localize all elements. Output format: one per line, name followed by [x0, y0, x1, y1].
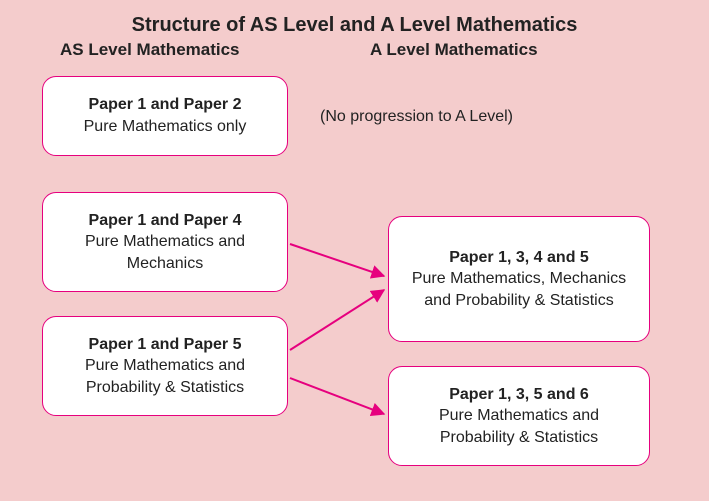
box-as-paper-1-2: Paper 1 and Paper 2 Pure Mathematics onl…	[42, 76, 288, 156]
diagram-title: Structure of AS Level and A Level Mathem…	[0, 14, 709, 37]
box-al-paper-1-3-5-6: Paper 1, 3, 5 and 6 Pure Mathematics and…	[388, 366, 650, 466]
box-as-paper-1-4: Paper 1 and Paper 4 Pure Mathematics and…	[42, 192, 288, 292]
box-subtitle: Pure Mathematics and Probability & Stati…	[407, 405, 631, 448]
box-subtitle: Pure Mathematics and Mechanics	[61, 231, 269, 274]
box-title: Paper 1 and Paper 5	[61, 334, 269, 356]
box-subtitle: Pure Mathematics, Mechanics and Probabil…	[407, 268, 631, 311]
box-title: Paper 1, 3, 4 and 5	[407, 247, 631, 269]
box-subtitle: Pure Mathematics only	[61, 116, 269, 138]
box-title: Paper 1, 3, 5 and 6	[407, 384, 631, 406]
left-column-header: AS Level Mathematics	[60, 40, 240, 60]
right-column-header: A Level Mathematics	[370, 40, 538, 60]
no-progression-note: (No progression to A Level)	[320, 108, 513, 126]
box-al-paper-1-3-4-5: Paper 1, 3, 4 and 5 Pure Mathematics, Me…	[388, 216, 650, 342]
box-subtitle: Pure Mathematics and Probability & Stati…	[61, 355, 269, 398]
box-title: Paper 1 and Paper 4	[61, 210, 269, 232]
box-as-paper-1-5: Paper 1 and Paper 5 Pure Mathematics and…	[42, 316, 288, 416]
box-title: Paper 1 and Paper 2	[61, 94, 269, 116]
